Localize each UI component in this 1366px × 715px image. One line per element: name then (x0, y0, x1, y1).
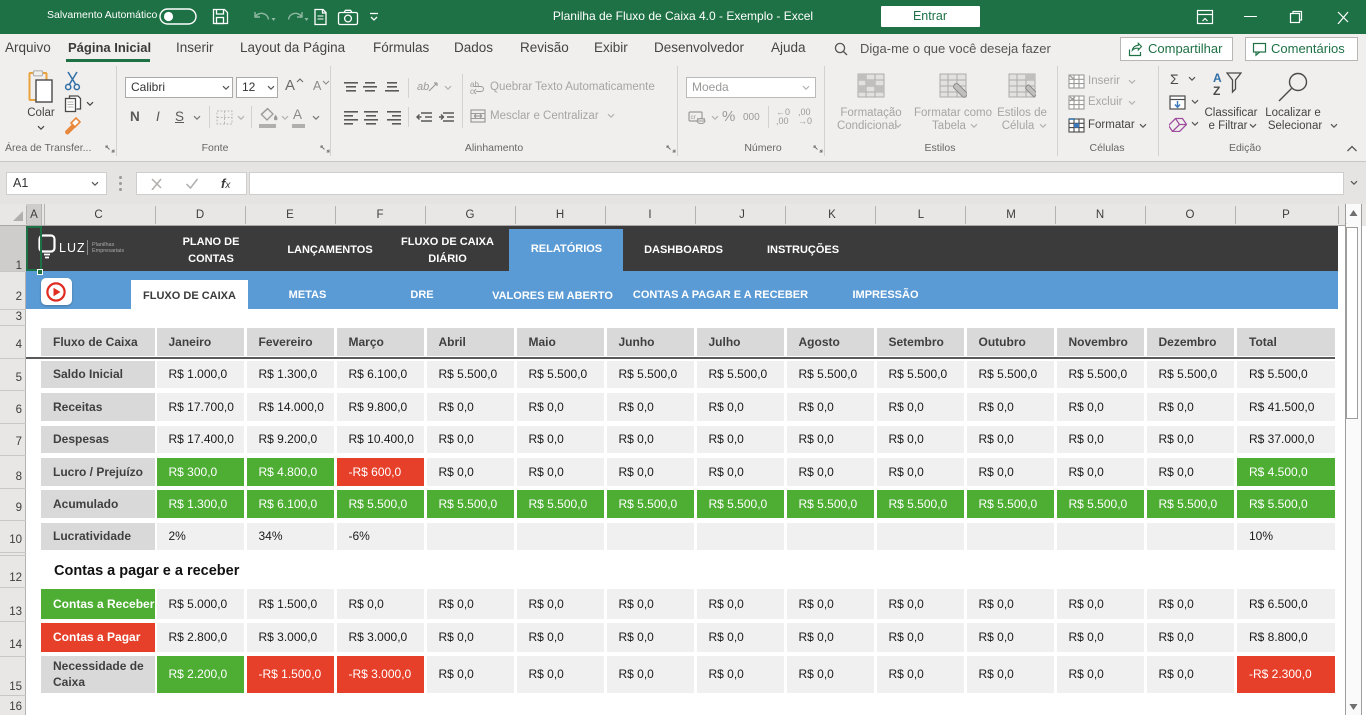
svg-text:cr: cr (691, 114, 697, 121)
svg-text:c: c (470, 87, 474, 95)
svg-text:ab: ab (470, 80, 479, 89)
